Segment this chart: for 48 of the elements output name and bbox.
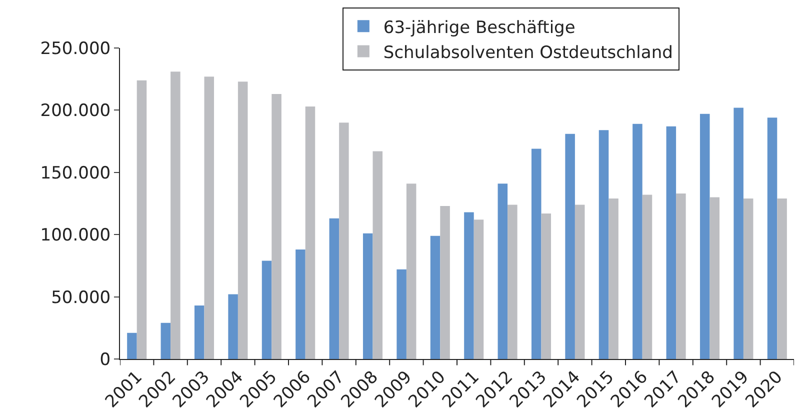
bar xyxy=(734,108,744,359)
bar xyxy=(228,294,238,359)
bar xyxy=(136,80,147,359)
bar xyxy=(305,106,316,359)
bar xyxy=(430,236,440,359)
bar xyxy=(464,212,474,359)
bar xyxy=(743,198,754,359)
bar xyxy=(160,322,171,359)
bar xyxy=(676,194,686,359)
bar xyxy=(262,260,272,359)
y-tick-label: 100.000 xyxy=(40,226,111,246)
bar xyxy=(642,194,652,359)
bar xyxy=(127,332,137,359)
bar xyxy=(608,198,618,359)
bar xyxy=(632,124,642,359)
y-tick-label: 250.000 xyxy=(40,38,111,59)
bar xyxy=(296,250,306,359)
bar xyxy=(531,148,542,359)
bar xyxy=(372,151,383,359)
y-tick-label: 200.000 xyxy=(40,101,111,122)
bar xyxy=(598,130,609,359)
bar xyxy=(710,197,720,359)
bar xyxy=(170,72,180,359)
bar xyxy=(541,213,552,359)
bar xyxy=(329,218,340,359)
bar xyxy=(362,233,373,359)
bar xyxy=(194,306,204,359)
bar xyxy=(767,118,778,359)
bar xyxy=(777,198,787,359)
bar xyxy=(440,206,450,359)
bar xyxy=(700,114,710,359)
bar xyxy=(339,122,349,359)
bar xyxy=(238,82,248,359)
legend-label: 63-jährige Beschäftige xyxy=(383,18,576,38)
bar xyxy=(204,76,214,359)
bar xyxy=(406,184,416,359)
bar xyxy=(666,126,676,359)
y-tick-label: 50.000 xyxy=(51,288,111,308)
bar xyxy=(508,204,518,359)
bar xyxy=(574,204,585,359)
legend-label: Schulabsolventen Ostdeutschland xyxy=(383,42,673,63)
y-tick-label: 150.000 xyxy=(40,163,111,184)
bar xyxy=(474,220,484,359)
bar xyxy=(396,269,406,359)
bar xyxy=(565,134,575,359)
bar xyxy=(498,184,508,359)
bar xyxy=(272,94,282,359)
y-tick-label: 0 xyxy=(100,350,111,370)
